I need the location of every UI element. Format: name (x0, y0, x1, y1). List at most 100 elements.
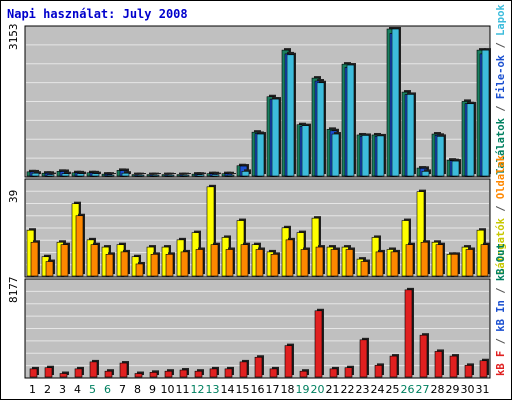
bar-kbytes (44, 365, 54, 378)
bar-sites (465, 247, 475, 277)
x-tick-label: 4 (74, 383, 81, 396)
legend-entry: Találatok (495, 117, 507, 175)
panel-0-legend: Találatok / File-ok / Lapok (495, 4, 507, 175)
bar-pages (121, 171, 131, 177)
bar-sites (315, 245, 325, 277)
bar-pages (346, 63, 356, 177)
bar-pages (316, 80, 326, 177)
bar-visits (416, 189, 426, 277)
bar-kbytes (344, 365, 354, 378)
legend-entry: / (495, 36, 507, 55)
bar-sites (345, 247, 355, 277)
bar-pages (91, 171, 101, 177)
legend-entry: / (495, 332, 507, 351)
bar-pages (391, 27, 401, 177)
x-tick-label: 31 (476, 383, 490, 396)
bar-kbytes (464, 363, 474, 378)
x-tick-label: 25 (386, 383, 400, 396)
x-tick-label: 15 (236, 383, 250, 396)
bar-kbytes (164, 369, 174, 378)
bar-pages (241, 169, 251, 177)
bar-sites (135, 261, 145, 277)
x-tick-label: 12 (191, 383, 205, 396)
bar-kbytes (314, 308, 324, 378)
x-tick-label: 14 (221, 383, 235, 396)
x-tick-label: 11 (176, 383, 190, 396)
bar-pages (226, 173, 236, 177)
legend-entry: kB Out (495, 243, 507, 281)
bar-sites (90, 242, 100, 277)
bar-sites (60, 242, 70, 277)
bar-pages (31, 171, 41, 177)
bar-pages (331, 132, 341, 177)
x-tick-label: 24 (371, 383, 385, 396)
bar-sites (105, 252, 115, 277)
bar-kbytes (254, 355, 264, 378)
x-tick-label: 20 (311, 383, 325, 396)
bar-kbytes (29, 366, 39, 378)
x-tick-label: 8 (134, 383, 141, 396)
bar-kbytes (74, 366, 84, 378)
x-tick-label: 18 (281, 383, 295, 396)
x-tick-label: 2 (44, 383, 51, 396)
bar-kbytes (224, 366, 234, 378)
bar-kbytes (479, 358, 489, 378)
bar-kbytes (389, 354, 399, 378)
bar-visits (206, 184, 216, 277)
bar-sites (270, 252, 280, 277)
bar-kbytes (59, 371, 69, 378)
bar-kbytes (359, 337, 369, 378)
bar-kbytes (104, 369, 114, 378)
bar-sites (150, 252, 160, 277)
bar-sites (255, 247, 265, 277)
bar-kbytes (134, 371, 144, 378)
bar-sites (435, 242, 445, 277)
x-tick-label: 6 (104, 383, 111, 396)
bar-pages (196, 172, 206, 177)
bar-sites (180, 249, 190, 277)
bar-sites (375, 249, 385, 277)
bar-sites (285, 237, 295, 277)
bar-pages (151, 173, 161, 177)
x-tick-label: 10 (161, 383, 175, 396)
bar-sites (300, 247, 310, 277)
bar-sites (225, 247, 235, 277)
bar-kbytes (299, 369, 309, 378)
bar-sites (30, 240, 40, 277)
bar-pages (136, 173, 146, 177)
x-tick-label: 17 (266, 383, 280, 396)
x-tick-label: 13 (206, 383, 220, 396)
bar-pages (466, 101, 476, 177)
x-tick-label: 16 (251, 383, 265, 396)
panel-1-ymax-label: 39 (7, 190, 20, 203)
bar-kbytes (434, 349, 444, 378)
bar-pages (46, 172, 56, 177)
x-tick-label: 7 (119, 383, 126, 396)
bar-sites (210, 242, 220, 277)
bar-pages (256, 132, 266, 177)
legend-entry: Lapok (495, 4, 507, 36)
x-tick-label: 19 (296, 383, 310, 396)
bar-pages (406, 92, 416, 177)
legend-entry: File-ok (495, 54, 507, 99)
x-tick-label: 30 (461, 383, 475, 396)
bar-kbytes (449, 354, 459, 378)
bar-pages (481, 48, 491, 177)
panel-1-legend: Látogatók / Oldalak (495, 154, 507, 275)
x-tick-label: 1 (29, 383, 36, 396)
bar-kbytes (404, 287, 414, 378)
bar-pages (361, 133, 371, 177)
bar-pages (166, 173, 176, 177)
bar-pages (61, 171, 71, 177)
x-tick-label: 23 (356, 383, 370, 396)
panel-0-ymax-label: 3153 (7, 24, 20, 51)
legend-entry: / (495, 99, 507, 118)
bar-kbytes (269, 366, 279, 378)
bar-sites (450, 252, 460, 277)
bar-sites (195, 247, 205, 277)
legend-entry: Látogatók (495, 217, 507, 275)
bar-kbytes (194, 369, 204, 378)
bar-sites (120, 249, 130, 277)
legend-entry: / (495, 281, 507, 300)
